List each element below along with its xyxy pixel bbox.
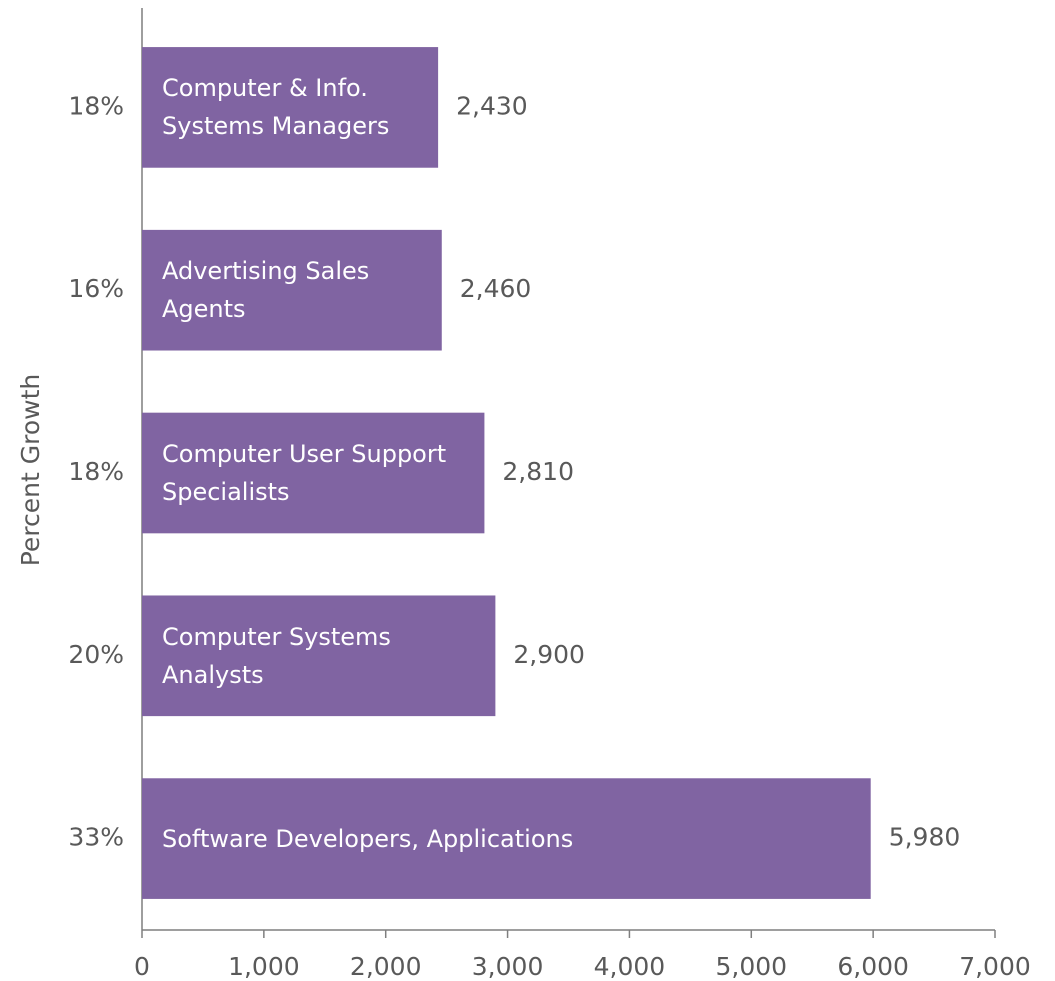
bar-category-label: Computer User Support Specialists	[162, 440, 447, 506]
x-tick-label: 0	[134, 952, 150, 981]
bar	[142, 47, 439, 168]
x-tick-label: 1,000	[228, 952, 300, 981]
bar-category-label: Software Developers, Applications	[162, 824, 574, 853]
y-tick-label: 20%	[68, 640, 124, 669]
data-label: 2,430	[456, 91, 528, 120]
bar	[142, 778, 871, 899]
bar-category-label: Computer Systems Analysts	[162, 622, 391, 689]
y-tick-label: 18%	[68, 91, 124, 120]
y-tick-label: 16%	[68, 274, 124, 303]
bar	[142, 412, 485, 534]
y-axis-title: Percent Growth	[16, 374, 45, 567]
data-label: 2,810	[502, 457, 574, 486]
x-tick-label: 4,000	[594, 952, 666, 981]
data-label: 2,460	[460, 274, 532, 303]
x-tick-label: 7,000	[959, 952, 1031, 981]
bar-category-label: Computer & Info. Systems Managers	[162, 74, 390, 141]
y-tick-label: 18%	[68, 457, 124, 486]
data-label: 2,900	[513, 640, 585, 669]
x-tick-label: 3,000	[472, 952, 544, 981]
y-tick-label: 33%	[68, 823, 124, 852]
bar	[142, 595, 496, 717]
data-label: 5,980	[889, 823, 961, 852]
x-tick-label: 5,000	[715, 952, 787, 981]
x-tick-label: 6,000	[837, 952, 909, 981]
x-tick-label: 2,000	[350, 952, 422, 981]
bar-category-label: Advertising Sales Agents	[162, 257, 370, 324]
bar	[142, 229, 442, 351]
